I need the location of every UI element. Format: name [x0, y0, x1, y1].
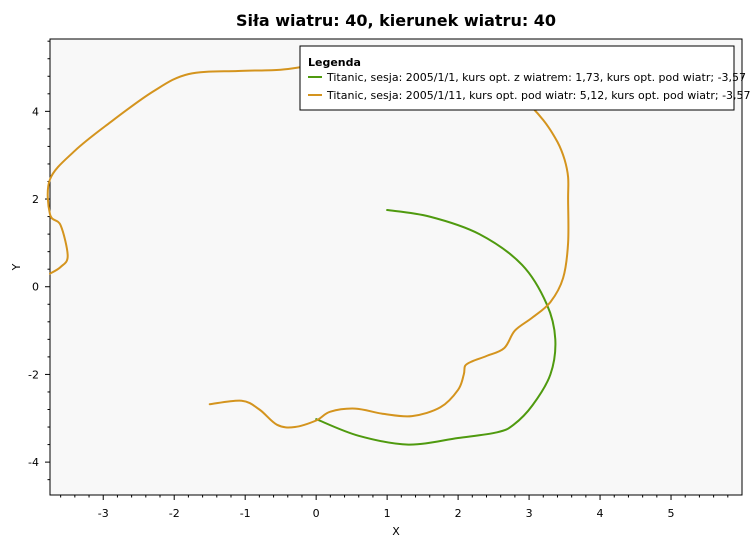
x-tick-label: 0	[313, 507, 320, 520]
series-line-1	[315, 209, 557, 446]
series-line-2	[46, 62, 570, 429]
x-axis-label: X	[392, 525, 400, 538]
legend-title: Legenda	[308, 56, 361, 69]
legend-box	[299, 45, 735, 111]
x-tick-label: -2	[169, 507, 180, 520]
y-tick-label: -4	[28, 456, 39, 469]
plot-area	[49, 38, 743, 496]
legend-entry-2: Titanic, sesja: 2005/1/11, kurs opt. pod…	[326, 89, 750, 102]
x-tick-label: 2	[455, 507, 462, 520]
x-tick-label: -1	[240, 507, 251, 520]
x-tick-label: 4	[597, 507, 604, 520]
y-tick-label: -2	[28, 368, 39, 381]
legend: Legenda Titanic, sesja: 2005/1/1, kurs o…	[299, 45, 750, 111]
x-tick-label: 5	[668, 507, 675, 520]
x-tick-label: 3	[526, 507, 533, 520]
x-tick-label: -3	[98, 507, 109, 520]
y-tick-label: 2	[32, 193, 39, 206]
series-layer	[46, 62, 570, 446]
x-axis: -3 -2 -1 0 1 2 3 4 5	[60, 495, 729, 520]
y-tick-label: 0	[32, 281, 39, 294]
x-tick-label: 1	[384, 507, 391, 520]
y-axis-label: Y	[10, 263, 23, 271]
legend-entry-1: Titanic, sesja: 2005/1/1, kurs opt. z wi…	[326, 71, 746, 84]
chart-title: Siła wiatru: 40, kierunek wiatru: 40	[236, 11, 556, 30]
y-axis: -4 -2 0 2 4	[28, 40, 50, 481]
y-tick-label: 4	[32, 105, 39, 118]
